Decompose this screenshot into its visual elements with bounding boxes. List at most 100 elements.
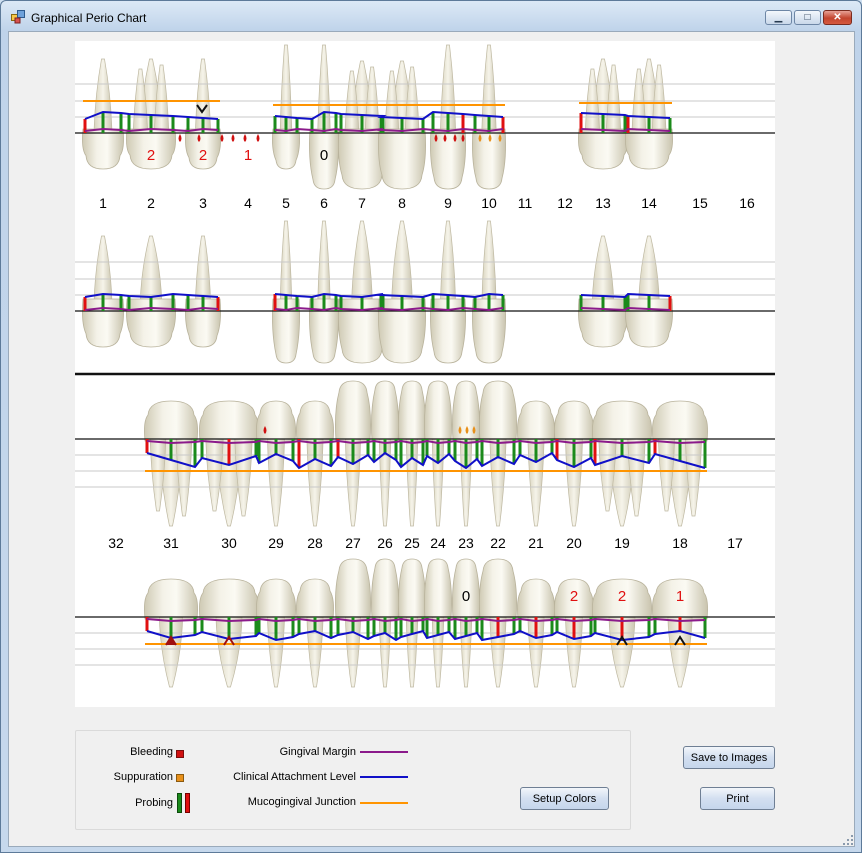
- upper-facial-cal: [274, 110, 504, 121]
- tooth-26-crown-facial: [371, 380, 399, 442]
- tooth-number-32[interactable]: 32: [108, 535, 124, 551]
- tooth-number-4[interactable]: 4: [244, 195, 252, 211]
- save-to-images-button[interactable]: Save to Images: [683, 746, 775, 769]
- tooth-number-5[interactable]: 5: [282, 195, 290, 211]
- tooth-number-19[interactable]: 19: [614, 535, 630, 551]
- tooth-3-root-lingual: [139, 235, 163, 304]
- tooth-number-1[interactable]: 1: [99, 195, 107, 211]
- tooth-number-22[interactable]: 22: [490, 535, 506, 551]
- minimize-button[interactable]: ▁: [765, 10, 792, 25]
- tooth-number-15[interactable]: 15: [692, 195, 708, 211]
- tooth-26-crown-lingual: [371, 558, 399, 620]
- tooth-number-12[interactable]: 12: [557, 195, 573, 211]
- tooth-number-2[interactable]: 2: [147, 195, 155, 211]
- tooth-20-root-facial: [565, 438, 583, 527]
- tooth-26-root-facial: [378, 438, 392, 527]
- tooth-number-10[interactable]: 10: [481, 195, 497, 211]
- tooth-21-crown-lingual: [517, 578, 555, 620]
- tooth-number-8[interactable]: 8: [398, 195, 406, 211]
- tooth-19-root-distal: [627, 438, 646, 517]
- tooth-14-crown-facial: [578, 128, 628, 170]
- furcation-icon: [196, 104, 208, 114]
- tooth-30-crown-lingual: [199, 578, 259, 620]
- tooth-31-root-distal: [175, 438, 193, 517]
- reference-lines: [75, 83, 775, 666]
- tooth-14-root-distal: [605, 64, 622, 134]
- tooth-number-28[interactable]: 28: [307, 535, 323, 551]
- tooth-number-14[interactable]: 14: [641, 195, 657, 211]
- tooth-31-crown-facial: [144, 400, 198, 442]
- maximize-button[interactable]: □: [794, 10, 821, 25]
- tooth-19-crown-facial: [592, 400, 652, 442]
- setup-colors-button[interactable]: Setup Colors: [520, 787, 609, 810]
- tooth-number-31[interactable]: 31: [163, 535, 179, 551]
- legend-cal-label: Clinical Attachment Level: [233, 771, 356, 783]
- title-bar[interactable]: Graphical Perio Chart ▁ □ ✕: [1, 1, 861, 31]
- close-button[interactable]: ✕: [823, 10, 852, 25]
- probing-layer: [83, 112, 707, 640]
- tooth-19-root-mesial: [598, 438, 617, 512]
- tooth-31-root-mesial: [149, 438, 167, 512]
- tooth-number-29[interactable]: 29: [268, 535, 284, 551]
- tooth-number-6[interactable]: 6: [320, 195, 328, 211]
- tooth-number-26[interactable]: 26: [377, 535, 393, 551]
- furcation-icon: [674, 635, 686, 646]
- tooth-6-root: [279, 44, 293, 134]
- tooth-number-16[interactable]: 16: [739, 195, 755, 211]
- tooth-number-24[interactable]: 24: [430, 535, 446, 551]
- tooth-number-25[interactable]: 25: [404, 535, 420, 551]
- print-button[interactable]: Print: [700, 787, 775, 810]
- tooth-number-13[interactable]: 13: [595, 195, 611, 211]
- tooth-4-root-lingual: [194, 235, 212, 304]
- tooth-number-27[interactable]: 27: [345, 535, 361, 551]
- perio-chart[interactable]: 1 2 3 4 5 6 7 8 9 10 11 12 13 14 15 16 32 31 30 29 28 27 26 25 2…: [75, 41, 775, 707]
- mobility-mark: 2: [147, 147, 155, 164]
- app-icon: [11, 10, 25, 24]
- resize-grip-icon[interactable]: [843, 835, 853, 845]
- tooth-29-crown-lingual: [256, 578, 296, 620]
- tooth-18-root-mesial: [658, 438, 675, 512]
- tooth-number-3[interactable]: 3: [199, 195, 207, 211]
- tooth-24-crown-lingual: [424, 558, 452, 620]
- tooth-18-crown-lingual: [652, 578, 708, 620]
- tooth-number-9[interactable]: 9: [444, 195, 452, 211]
- bleeding-drop: [453, 134, 457, 142]
- bleeding-drop: [220, 134, 224, 142]
- legend-bleeding-label: Bleeding: [130, 746, 173, 758]
- upper-lingual-cal: [274, 292, 504, 299]
- legend-suppuration-label: Suppuration: [113, 771, 173, 783]
- tooth-22-crown-facial: [479, 380, 517, 442]
- tooth-23-crown-lingual: [452, 558, 480, 620]
- mobility-mark: 2: [618, 588, 626, 605]
- upper-lingual-cal: [580, 292, 671, 299]
- cal-swatch: [360, 776, 408, 778]
- tooth-6-crown-facial: [272, 128, 300, 170]
- gingival-margin-swatch: [360, 751, 408, 753]
- tooth-number-20[interactable]: 20: [566, 535, 582, 551]
- upper-facial-cal: [84, 110, 219, 120]
- tooth-number-7[interactable]: 7: [358, 195, 366, 211]
- bleeding-drop: [465, 426, 469, 434]
- teeth-layer: [82, 44, 708, 688]
- close-icon: ✕: [833, 12, 842, 23]
- bleeding-drop: [434, 134, 438, 142]
- tooth-number-23[interactable]: 23: [458, 535, 474, 551]
- tooth-7-crown-lingual: [309, 298, 339, 364]
- tooth-number-21[interactable]: 21: [528, 535, 544, 551]
- tooth-11-root: [481, 44, 497, 134]
- upper-lingual-gingival-margin: [580, 306, 671, 312]
- tooth-number-17[interactable]: 17: [727, 535, 743, 551]
- tooth-11-crown-lingual: [472, 298, 506, 364]
- tooth-31-crown-lingual: [144, 578, 198, 620]
- tooth-number-30[interactable]: 30: [221, 535, 237, 551]
- lower-lingual-cal: [146, 629, 706, 642]
- tooth-19-crown-lingual: [592, 578, 652, 620]
- tooth-30-crown-facial: [199, 400, 259, 442]
- tooth-number-18[interactable]: 18: [672, 535, 688, 551]
- measurement-curves: [83, 100, 707, 645]
- tooth-number-11[interactable]: 11: [518, 195, 533, 211]
- tooth-6-crown-lingual: [272, 298, 300, 364]
- probing-green-swatch: [177, 793, 182, 813]
- tooth-28-crown-facial: [296, 400, 334, 442]
